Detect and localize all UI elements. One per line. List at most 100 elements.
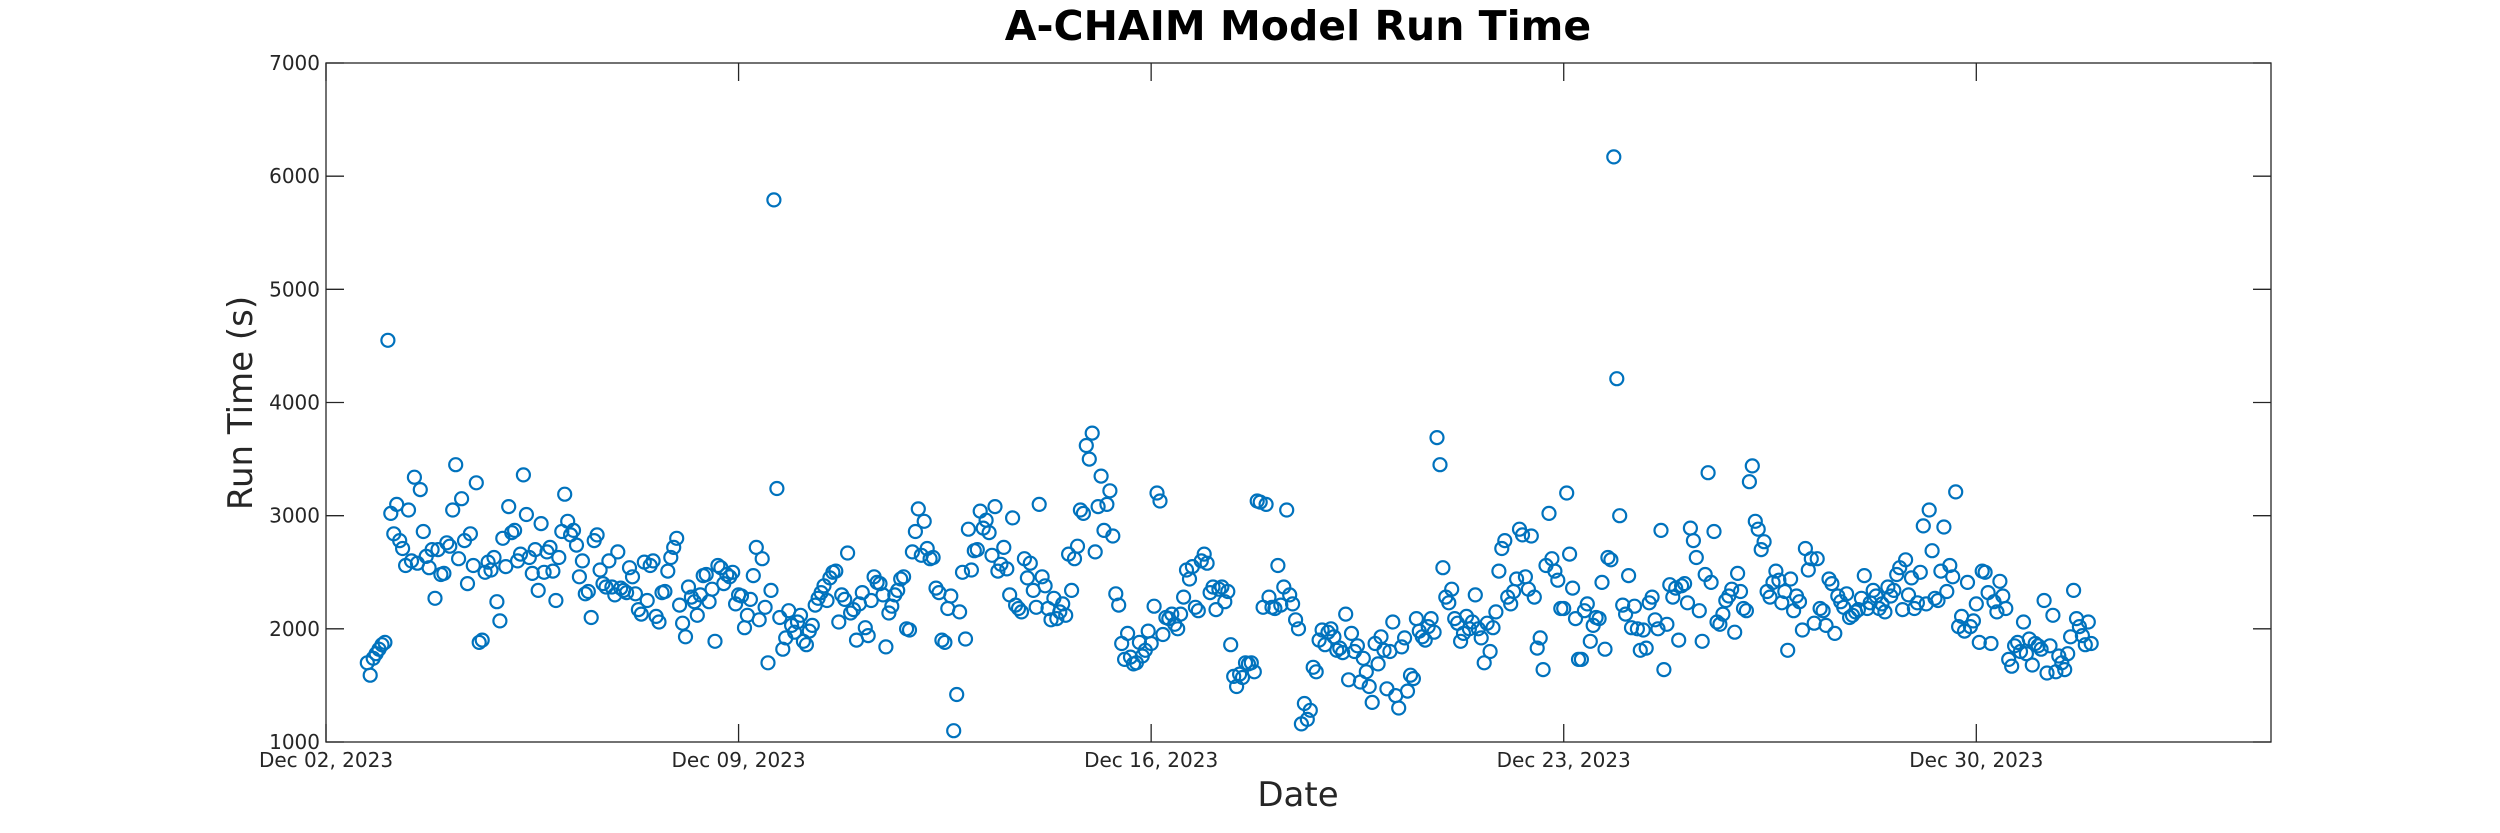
data-point [1488,604,1504,620]
data-point [1087,544,1103,560]
data-point [1217,594,1233,610]
data-point [1004,510,1021,526]
data-point [943,588,959,604]
data-point [1609,371,1625,387]
data-point [907,523,924,540]
data-point [1364,694,1380,711]
data-point [1780,642,1796,658]
data-point [2057,661,2073,678]
data-point [1069,538,1086,554]
data-point [2042,638,2058,654]
data-point [1771,572,1787,588]
data-point [1673,578,1690,594]
data-point [1665,589,1681,605]
data-point [1093,468,1109,484]
y-tick-label: 5000 [269,277,320,301]
data-point [680,579,697,595]
data-point [1090,499,1106,515]
data-point [1078,437,1094,454]
data-point [1735,600,1752,617]
data-point [545,563,561,579]
data-point [1600,549,1616,566]
data-point [1349,638,1366,654]
data-point [1547,563,1563,579]
data-point [1461,621,1478,637]
y-tick-label: 2000 [269,617,320,641]
data-point [595,575,611,592]
data-point [1417,632,1433,648]
data-point [471,634,487,651]
data-point [1559,485,1575,501]
data-point [474,632,490,648]
data-point [1921,502,1937,518]
data-point [1744,458,1760,474]
data-point [1706,523,1722,540]
data-point [828,563,844,579]
data-point [666,539,682,556]
data-point [451,551,467,567]
data-point [1782,571,1799,587]
data-point [2051,648,2067,664]
data-point [957,631,974,647]
data-point [1444,581,1460,597]
data-point [1594,574,1610,591]
data-point [1550,572,1566,588]
data-point [1435,560,1451,576]
data-point [981,524,997,541]
data-point [2030,638,2046,654]
data-point [1423,610,1439,627]
x-tick-label: Dec 23, 2023 [1497,748,1631,772]
data-point [1738,603,1755,619]
data-point [1223,637,1239,653]
data-point [1441,595,1457,611]
data-point [1208,601,1224,618]
y-tick-label: 4000 [269,391,320,415]
data-point [395,540,411,557]
data-point [406,469,422,485]
x-axis-label: Date [1257,775,1338,815]
data-point [916,513,932,529]
data-point [627,586,644,602]
data-point [530,582,546,599]
data-point [442,538,458,554]
data-point [1508,571,1525,587]
data-point [2083,635,2099,652]
data-point [710,557,726,574]
data-point [1838,586,1855,602]
data-point [1399,683,1416,699]
data-point [1998,600,2014,617]
data-point [1912,564,1928,580]
data-point [1234,669,1251,686]
data-point [1010,600,1027,617]
data-point [1573,651,1590,668]
data-point [1175,589,1192,605]
data-point [1497,532,1513,549]
data-point [1034,569,1050,585]
data-point [657,583,673,600]
data-point [1102,483,1118,499]
data-point [1058,607,1074,623]
data-point [1211,581,1227,597]
data-point [1084,425,1100,441]
data-point [1753,541,1769,558]
data-point [536,564,552,580]
data-point [837,591,853,608]
data-point [1827,625,1843,642]
data-point [1762,589,1778,605]
data-point [1732,583,1749,600]
data-point [1679,595,1696,611]
data-point [1220,583,1236,600]
data-point [1358,664,1374,680]
data-point [954,564,971,580]
data-point [674,615,691,631]
data-point [1323,621,1339,637]
y-tick-label: 6000 [269,164,320,188]
data-point [863,592,879,609]
data-point [374,637,390,653]
data-point [436,565,452,582]
data-point [1429,430,1445,446]
axes-frame [325,62,2272,743]
data-point [881,605,897,621]
data-point [1019,570,1036,586]
